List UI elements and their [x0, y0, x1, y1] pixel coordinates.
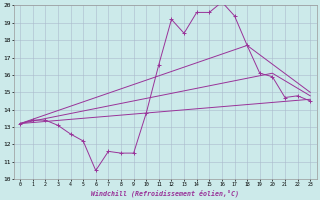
- X-axis label: Windchill (Refroidissement éolien,°C): Windchill (Refroidissement éolien,°C): [91, 189, 239, 197]
